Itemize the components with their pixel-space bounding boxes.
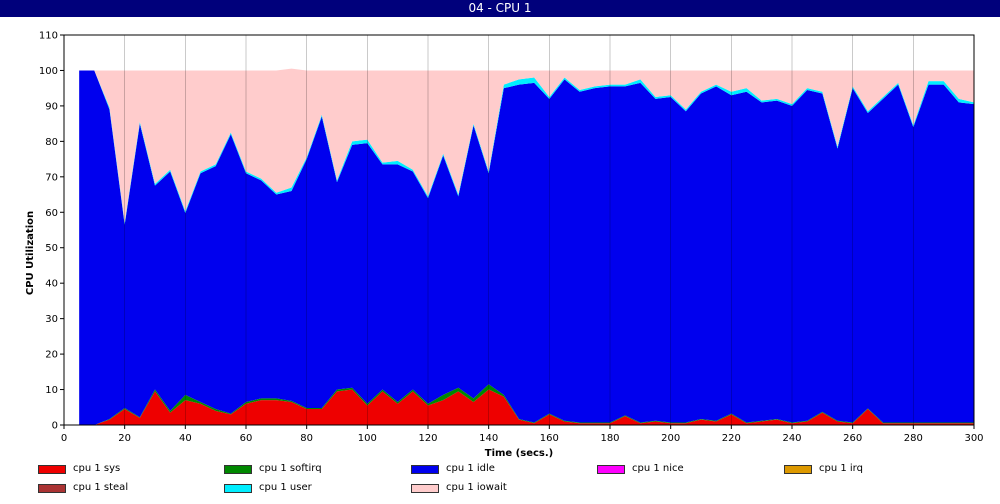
- legend-swatch: [597, 465, 625, 474]
- legend-swatch: [784, 465, 812, 474]
- legend-label: cpu 1 iowait: [446, 482, 507, 493]
- legend-label: cpu 1 user: [259, 482, 312, 493]
- x-tick-label: 100: [358, 433, 377, 444]
- x-tick-label: 40: [179, 433, 192, 444]
- x-tick-label: 220: [722, 433, 741, 444]
- series-area-cpu-1-idle: [79, 70, 975, 425]
- legend-label: cpu 1 irq: [819, 463, 863, 474]
- y-tick-label: 70: [45, 172, 58, 183]
- x-tick-label: 140: [479, 433, 498, 444]
- y-tick-label: 0: [52, 421, 58, 432]
- x-tick-label: 0: [61, 433, 67, 444]
- x-axis-title: Time (secs.): [485, 448, 554, 459]
- y-tick-label: 80: [45, 137, 58, 148]
- y-tick-label: 90: [45, 101, 58, 112]
- y-tick-label: 60: [45, 208, 58, 219]
- x-tick-label: 180: [600, 433, 619, 444]
- window-title: 04 - CPU 1: [0, 0, 1000, 17]
- y-tick-label: 20: [45, 350, 58, 361]
- legend-label: cpu 1 sys: [73, 463, 121, 474]
- y-tick-label: 100: [39, 66, 58, 77]
- legend-swatch: [38, 484, 66, 493]
- y-tick-label: 30: [45, 314, 58, 325]
- cpu-utilization-chart: 0 10 20 30 40 50 60 70 80 90 100 110 0 20 40 60 80 100 120…: [25, 31, 984, 460]
- legend-swatch: [224, 484, 252, 493]
- x-tick-label: 160: [540, 433, 559, 444]
- series-area-cpu-1-sys: [79, 389, 975, 425]
- y-tick-label: 110: [39, 31, 58, 42]
- legend-label: cpu 1 nice: [632, 463, 684, 474]
- x-tick-label: 260: [843, 433, 862, 444]
- x-tick-label: 280: [904, 433, 923, 444]
- y-tick-label: 10: [45, 385, 58, 396]
- y-axis-title: CPU Utilization: [25, 211, 36, 295]
- legend-label: cpu 1 idle: [446, 463, 495, 474]
- legend-swatch: [38, 465, 66, 474]
- y-tick-label: 40: [45, 279, 58, 290]
- legend-swatch: [411, 465, 439, 474]
- legend-label: cpu 1 steal: [73, 482, 129, 493]
- x-tick-label: 120: [418, 433, 437, 444]
- x-tick-label: 240: [782, 433, 801, 444]
- series-area-cpu-1-iowait: [79, 68, 975, 223]
- x-tick-label: 80: [300, 433, 313, 444]
- y-tick-label: 50: [45, 243, 58, 254]
- legend-swatch: [224, 465, 252, 474]
- x-tick-label: 300: [964, 433, 983, 444]
- chart-legend: cpu 1 sys cpu 1 softirq cpu 1 idle cpu 1 ni…: [0, 462, 1000, 504]
- legend-label: cpu 1 softirq: [259, 463, 322, 474]
- x-tick-label: 200: [661, 433, 680, 444]
- legend-swatch: [411, 484, 439, 493]
- x-tick-label: 20: [118, 433, 131, 444]
- x-tick-label: 60: [240, 433, 253, 444]
- plot-frame: [63, 34, 975, 426]
